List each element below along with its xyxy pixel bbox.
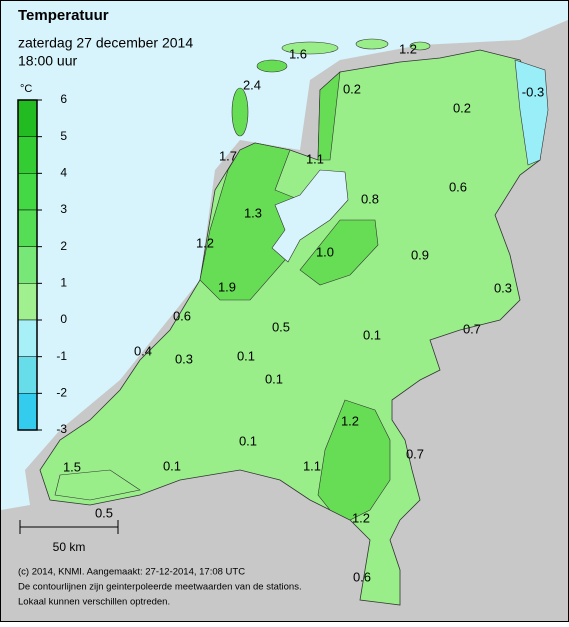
station-value: 0.1 <box>265 371 283 386</box>
station-value: 1.5 <box>63 459 81 474</box>
station-value: 0.3 <box>175 351 193 366</box>
warm-zone <box>299 219 379 286</box>
footer-line: (c) 2014, KNMI. Aangemaakt: 27-12-2014, … <box>18 567 245 578</box>
color-band <box>17 173 38 211</box>
station-value: 0.1 <box>163 458 181 473</box>
warm-zone <box>317 71 341 161</box>
legend-tick-label: 4 <box>60 166 67 180</box>
station-value: 0.2 <box>453 100 471 115</box>
legend-tick-label: 0 <box>60 312 67 326</box>
footer-line: Lokaal kunnen verschillen optreden. <box>18 597 170 608</box>
station-value: 0.7 <box>463 321 481 336</box>
color-band <box>17 246 38 284</box>
date: zaterdag 27 december 2014 <box>18 35 193 51</box>
station-value: 0.1 <box>239 433 257 448</box>
legend-tick-label: 3 <box>60 202 67 216</box>
colorbar <box>17 99 38 431</box>
station-value: 1.0 <box>316 244 334 259</box>
legend-tick-label: 1 <box>60 276 67 290</box>
lake <box>271 169 349 263</box>
station-value: 1.2 <box>196 235 214 250</box>
legend-tick-label: 2 <box>60 239 67 253</box>
legend-tick-label: 6 <box>60 92 67 106</box>
station-value: 0.3 <box>494 280 512 295</box>
title: Temperatuur <box>18 7 109 24</box>
colorbar-frame <box>17 99 38 431</box>
station-value: 1.9 <box>218 279 236 294</box>
station-value: 1.2 <box>341 413 359 428</box>
station-value: 0.5 <box>95 505 113 520</box>
station-value: 1.7 <box>219 148 237 163</box>
station-value: 1.1 <box>303 458 321 473</box>
legend-tick-label: -2 <box>56 386 67 400</box>
sea <box>1 1 568 510</box>
legend-tick-label: 5 <box>60 129 67 143</box>
station-value: 1.6 <box>289 46 307 61</box>
color-band <box>17 99 38 137</box>
footer-line: De contourlijnen zijn geinterpoleerde me… <box>18 582 302 593</box>
station-value: 0.1 <box>237 348 255 363</box>
station-value: 0.6 <box>353 569 371 584</box>
station-value: 1.2 <box>352 510 370 525</box>
station-value: 0.1 <box>363 327 381 342</box>
station-value: 1.2 <box>399 41 417 56</box>
station-value: 0.6 <box>449 179 467 194</box>
station-value: 0.9 <box>411 247 429 262</box>
color-band <box>17 319 38 357</box>
land-nl <box>39 49 546 606</box>
island <box>231 87 249 137</box>
station-value: 0.7 <box>406 446 424 461</box>
legend-tick-label: -3 <box>56 422 67 436</box>
color-band <box>17 136 38 174</box>
island <box>54 469 141 501</box>
scale-label: 50 km <box>53 540 86 554</box>
island <box>281 41 339 55</box>
color-band <box>17 393 38 431</box>
station-value: 2.4 <box>243 77 261 92</box>
color-band <box>17 283 38 321</box>
island <box>409 41 431 51</box>
scale-bar <box>19 520 119 534</box>
color-band <box>17 209 38 247</box>
legend-unit: °C <box>20 83 32 95</box>
color-band <box>17 356 38 394</box>
station-value: 0.8 <box>361 191 379 206</box>
station-value: 0.6 <box>173 308 191 323</box>
station-value: 1.1 <box>306 151 324 166</box>
station-value: 0.4 <box>134 343 152 358</box>
warm-zone <box>317 399 391 521</box>
station-value: 1.3 <box>244 205 262 220</box>
time: 18:00 uur <box>18 53 77 69</box>
legend-tick-label: -1 <box>56 349 67 363</box>
island <box>355 38 389 50</box>
cold-zone <box>514 59 549 166</box>
island <box>256 59 288 73</box>
station-value: 0.2 <box>343 81 361 96</box>
station-value: 0.5 <box>272 319 290 334</box>
station-value: -0.3 <box>522 84 544 99</box>
